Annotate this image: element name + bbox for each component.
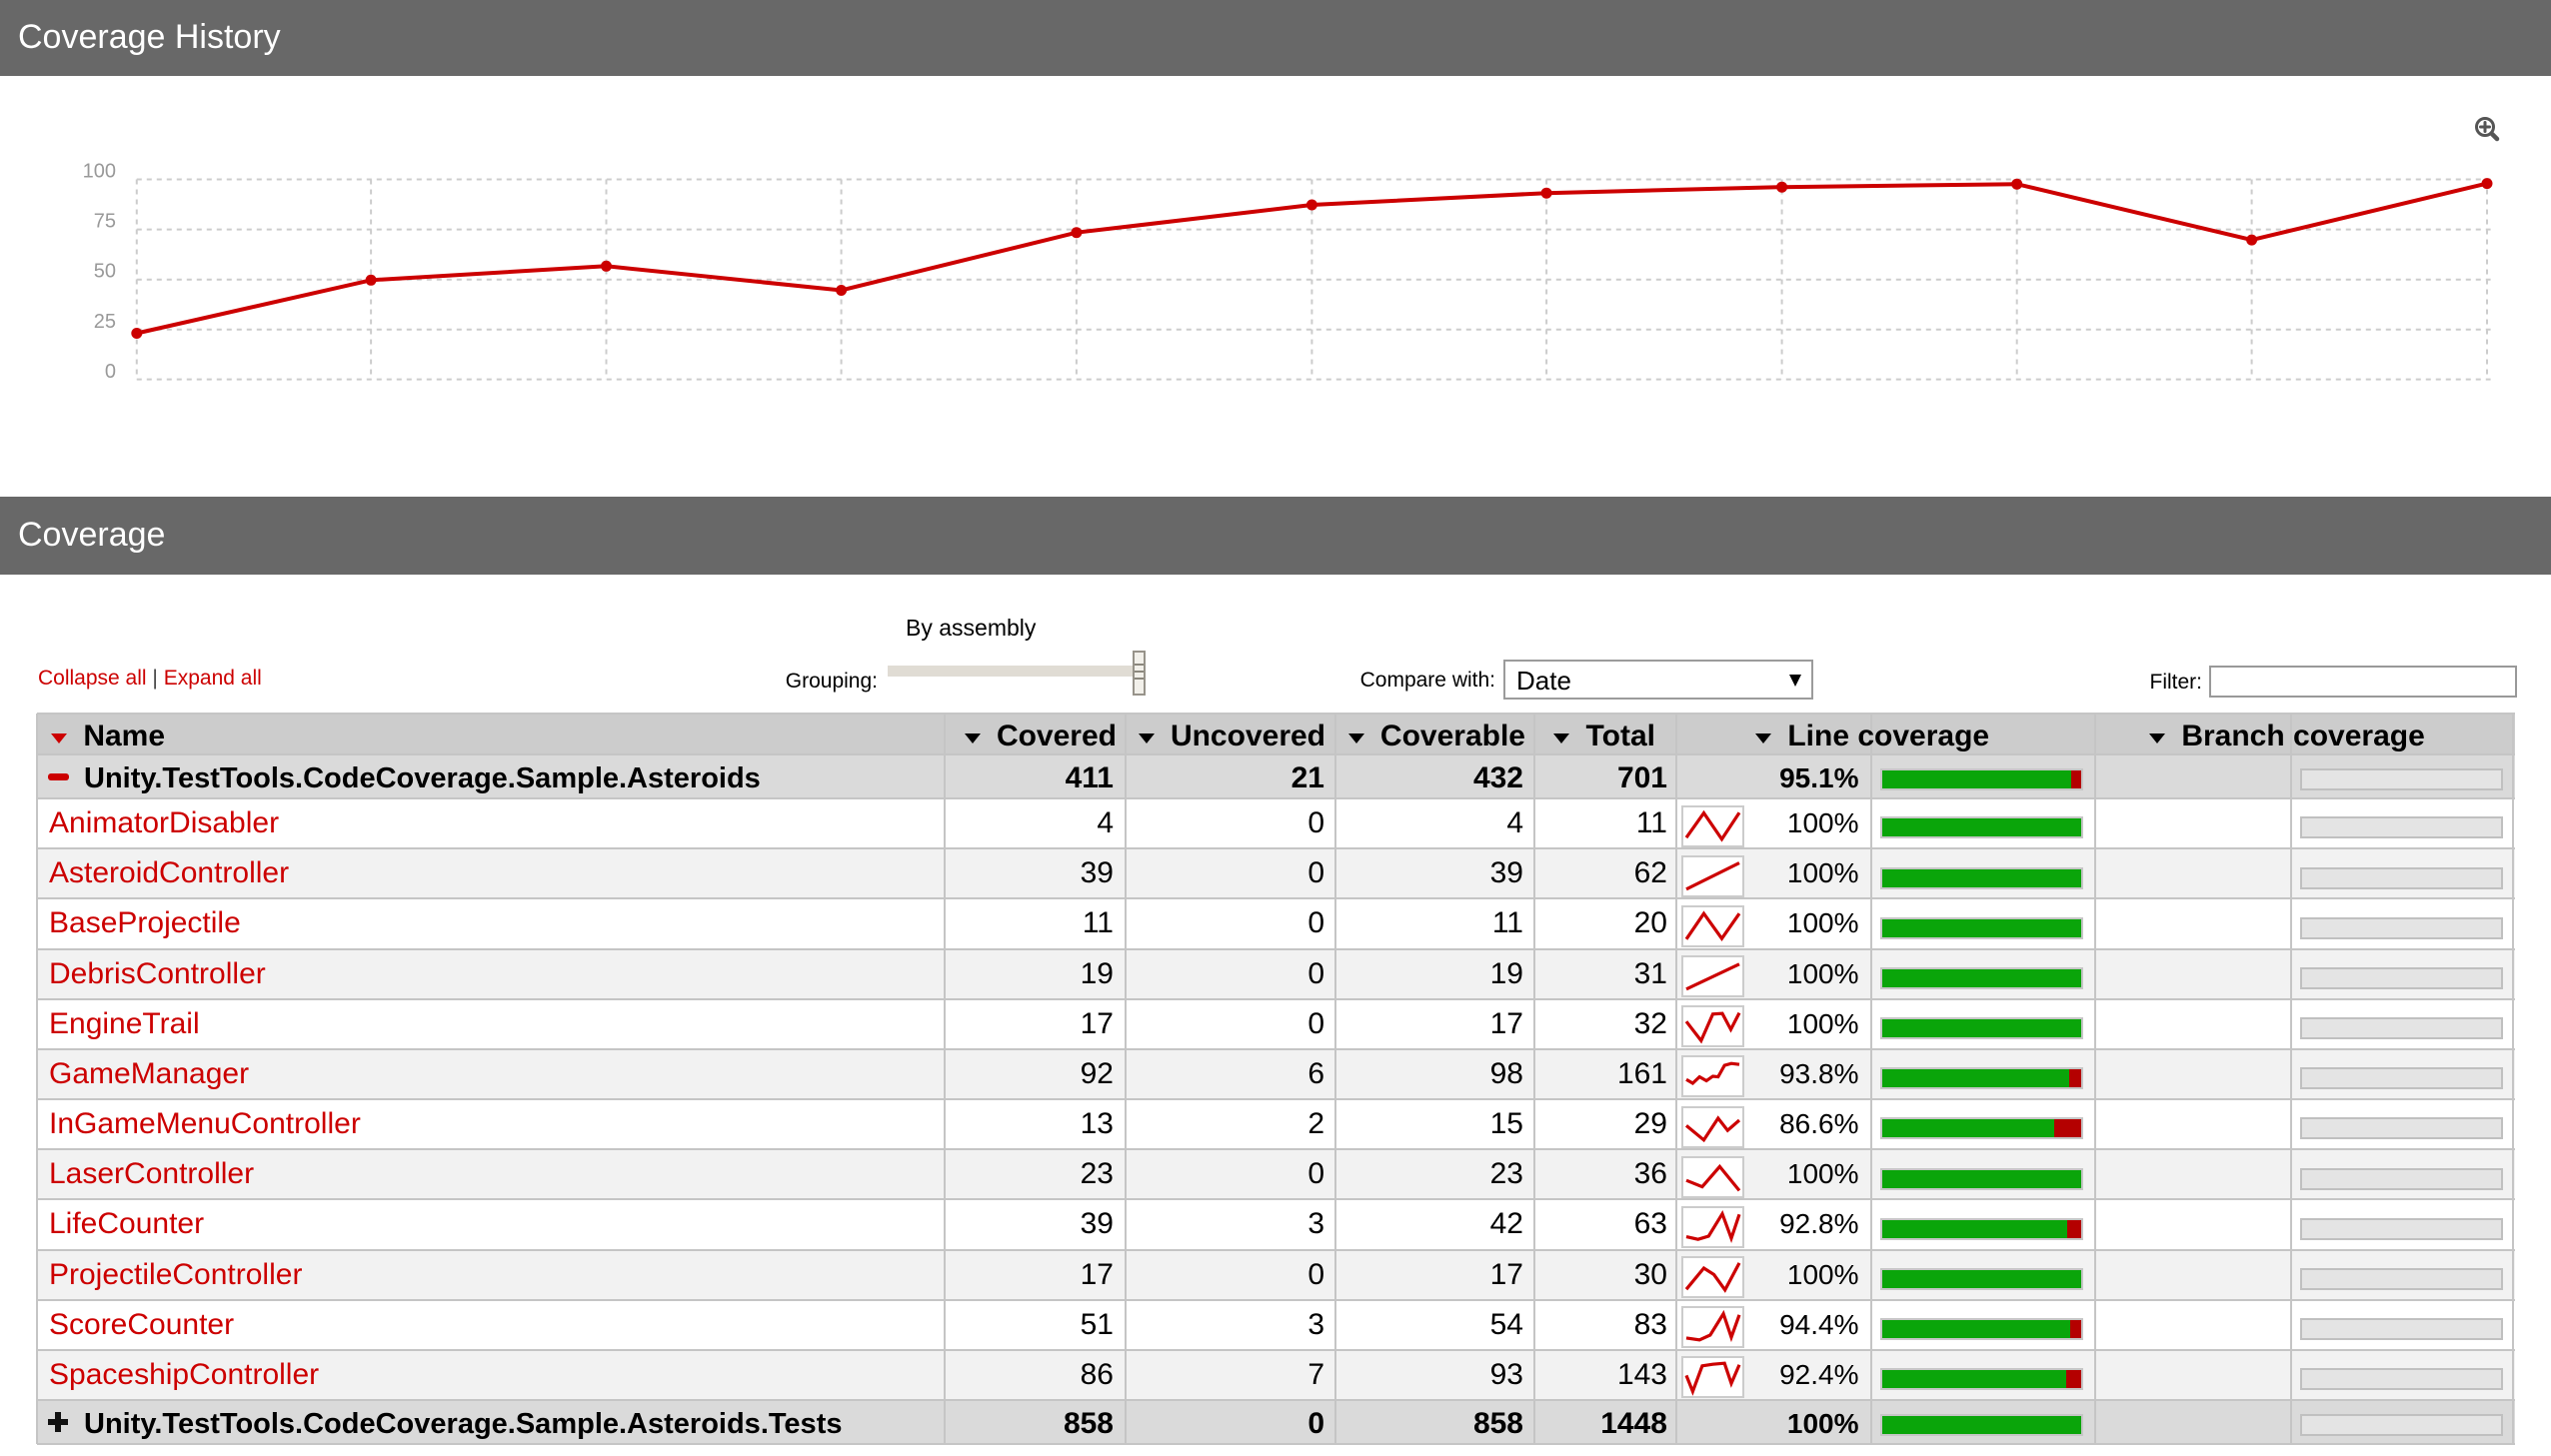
svg-text:75: 75: [94, 211, 116, 233]
svg-text:100: 100: [83, 161, 116, 183]
svg-text:50: 50: [94, 261, 116, 283]
svg-text:0: 0: [105, 361, 116, 383]
svg-text:25: 25: [94, 311, 116, 333]
